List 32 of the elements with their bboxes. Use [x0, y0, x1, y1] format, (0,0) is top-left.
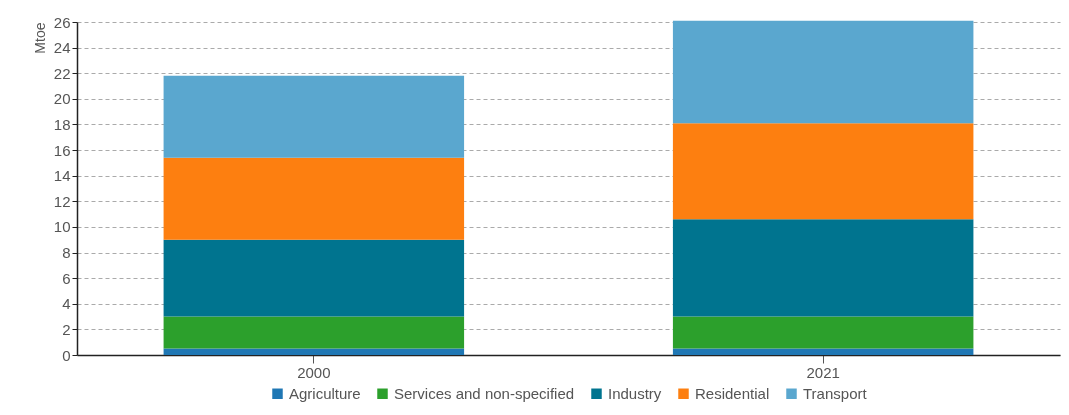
y-tick-label: 24: [53, 39, 71, 57]
y-tick-label: 2: [62, 320, 71, 338]
bar: [163, 348, 465, 355]
bar: [163, 75, 465, 158]
x-tick-label: 2000: [297, 363, 331, 381]
x-tick-label: 2021: [806, 363, 840, 381]
y-tick-label: 6: [62, 269, 71, 287]
bar: [672, 219, 974, 317]
y-tick-label: 0: [62, 346, 71, 364]
y-tick-label: 4: [62, 295, 71, 313]
y-tick-label: 16: [53, 141, 71, 159]
legend-label: Agriculture: [289, 384, 361, 402]
legend-label: Transport: [803, 384, 868, 402]
bar: [672, 123, 974, 220]
legend-label: Services and non-specified: [394, 384, 575, 402]
y-tick-label: 22: [53, 64, 71, 82]
legend-label: Residential: [695, 384, 770, 402]
y-tick-label: 26: [53, 13, 71, 31]
y-tick-label: 20: [53, 90, 71, 108]
bar: [163, 239, 465, 317]
bar: [672, 20, 974, 124]
y-tick-label: 18: [53, 115, 71, 133]
bar: [163, 316, 465, 349]
bar: [672, 316, 974, 349]
y-tick-label: 12: [53, 192, 71, 210]
bar: [672, 348, 974, 355]
legend-label: Industry: [608, 384, 662, 402]
y-tick-label: 8: [62, 244, 71, 262]
y-tick-label: 10: [53, 218, 71, 236]
bar: [163, 157, 465, 240]
y-tick-label: 14: [53, 167, 71, 185]
y-axis-title: Mtoe: [31, 22, 48, 54]
